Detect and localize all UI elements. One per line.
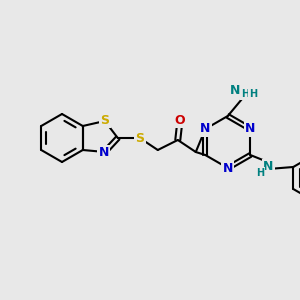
Text: O: O [175,113,185,127]
Text: N: N [263,160,274,173]
Text: N: N [200,122,211,136]
Text: N: N [99,146,109,160]
Text: N: N [245,122,256,136]
Text: H: H [241,89,249,99]
Text: H: H [256,168,264,178]
Text: S: S [135,131,144,145]
Text: H: H [249,89,257,99]
Text: N: N [223,161,233,175]
Text: S: S [100,113,109,127]
Text: N: N [230,83,240,97]
